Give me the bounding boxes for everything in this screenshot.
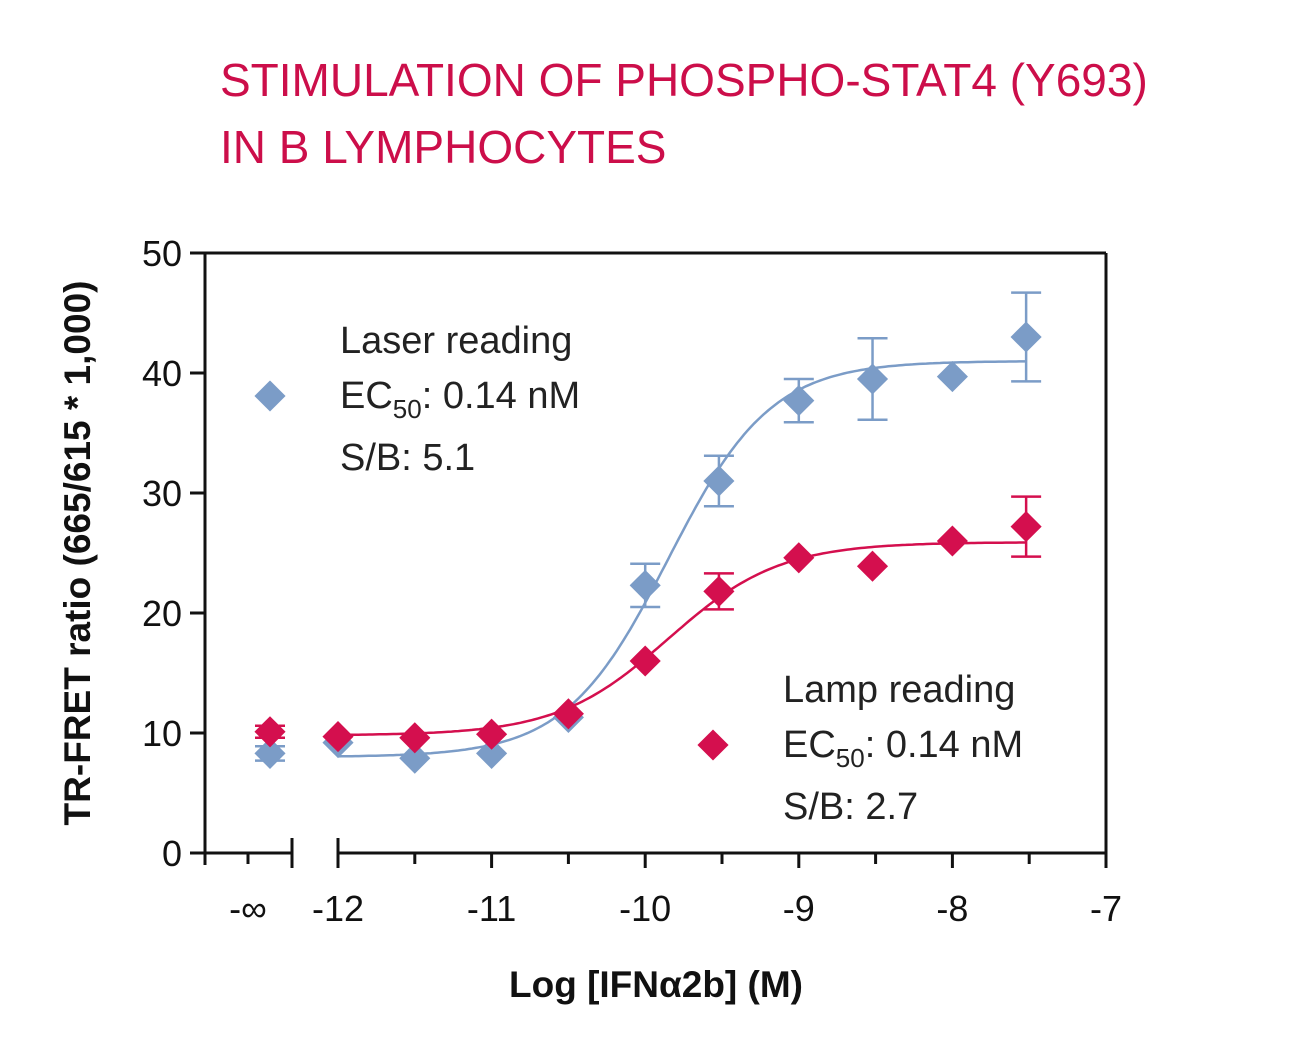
x-tick-label: -8 (936, 888, 968, 929)
y-axis-title: TR-FRET ratio (665/615 * 1,000) (57, 281, 98, 826)
y-tick-label: 50 (142, 233, 182, 274)
data-point-laser (936, 361, 968, 393)
fit-curve-laser (337, 360, 1027, 758)
y-tick-label: 40 (142, 353, 182, 394)
data-point-lamp (856, 550, 889, 582)
data-point-lamp (936, 525, 968, 557)
data-point-lamp (476, 718, 508, 750)
y-tick-label: 10 (142, 713, 182, 754)
data-point-lamp (399, 722, 431, 754)
data-point-laser (1010, 321, 1042, 353)
chart-title-line-1: STIMULATION OF PHOSPHO-STAT4 (Y693) (220, 54, 1148, 106)
data-point-lamp (783, 542, 815, 574)
x-tick-label: -12 (312, 888, 364, 929)
legend-marker-lamp (697, 729, 729, 761)
legend-marker-laser (254, 380, 286, 412)
x-axis-title: Log [IFNα2b] (M) (509, 964, 803, 1005)
fit-curves (337, 360, 1027, 758)
legend-lamp-ec50: EC50: 0.14 nM (783, 724, 1023, 773)
y-tick-label: 20 (142, 593, 182, 634)
legend-laser-name: Laser reading (340, 320, 572, 362)
legend-laser-sb: S/B: 5.1 (340, 437, 475, 479)
data-point-laser (783, 385, 815, 417)
data-point-lamp (254, 716, 286, 748)
x-tick-label: -10 (619, 888, 671, 929)
legend-lamp-sb: S/B: 2.7 (783, 786, 918, 828)
x-tick-label: -7 (1090, 888, 1122, 929)
data-point-lamp (1010, 511, 1042, 543)
data-point-lamp (703, 575, 735, 607)
data-point-laser (703, 465, 735, 497)
data-point-laser (629, 569, 661, 601)
y-axis-ticks: 0 10 20 30 40 50 (142, 233, 205, 874)
x-tick-label: -11 (467, 888, 516, 929)
data-point-lamp (322, 721, 354, 753)
legend-lamp-name: Lamp reading (783, 669, 1015, 711)
x-axis-ticks: -12 -11 -10 -9 -8 -7 -∞ (229, 853, 1122, 929)
legend-laser-ec50: EC50: 0.14 nM (340, 375, 580, 424)
y-tick-label: 30 (142, 473, 182, 514)
legend-laser: Laser reading EC50: 0.14 nM S/B: 5.1 (254, 320, 580, 479)
chart-title-line-2: IN B LYMPHOCYTES (220, 121, 666, 173)
y-tick-label: 0 (162, 833, 182, 874)
fit-curve-lamp (338, 541, 1027, 737)
legend-lamp: Lamp reading EC50: 0.14 nM S/B: 2.7 (697, 669, 1023, 828)
x-break-label: -∞ (229, 888, 267, 929)
x-tick-label: -9 (783, 888, 815, 929)
